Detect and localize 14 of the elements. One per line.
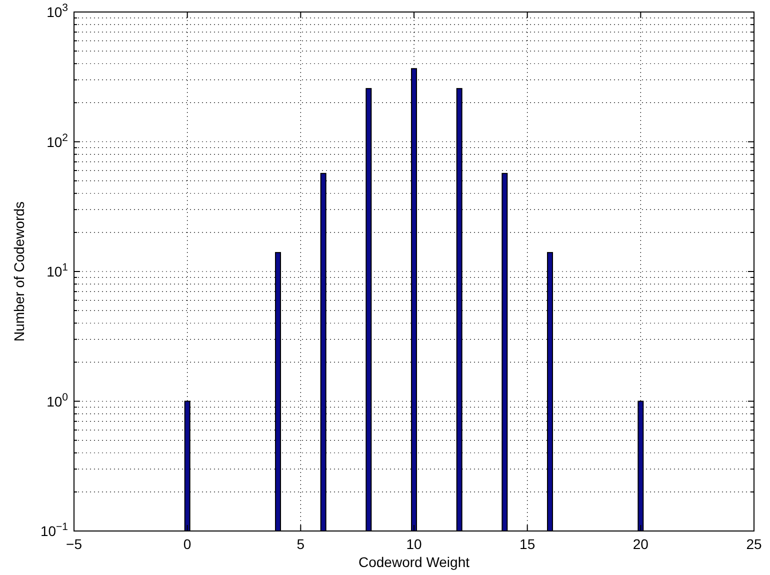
- x-tick-label: 15: [520, 536, 536, 552]
- y-tick-label: 10$^{−1}$: [40, 521, 68, 539]
- x-tick-label: 5: [296, 536, 305, 552]
- x-tick-label: −5: [66, 536, 82, 552]
- y-tick-label: 10$^{2}$: [46, 132, 68, 150]
- y-axis-title: Number of Codewords: [11, 201, 27, 342]
- x-axis-title: Codeword Weight: [358, 554, 470, 570]
- x-tick-label: 25: [746, 536, 762, 552]
- y-tick-label: 10$^{3}$: [46, 2, 68, 20]
- y-tick-label: 10$^{0}$: [46, 391, 68, 410]
- x-tick-label: 0: [183, 536, 192, 552]
- x-tick-label: 10: [406, 536, 422, 552]
- y-tick-label: 10$^{1}$: [46, 262, 68, 280]
- x-tick-label: 20: [632, 536, 649, 552]
